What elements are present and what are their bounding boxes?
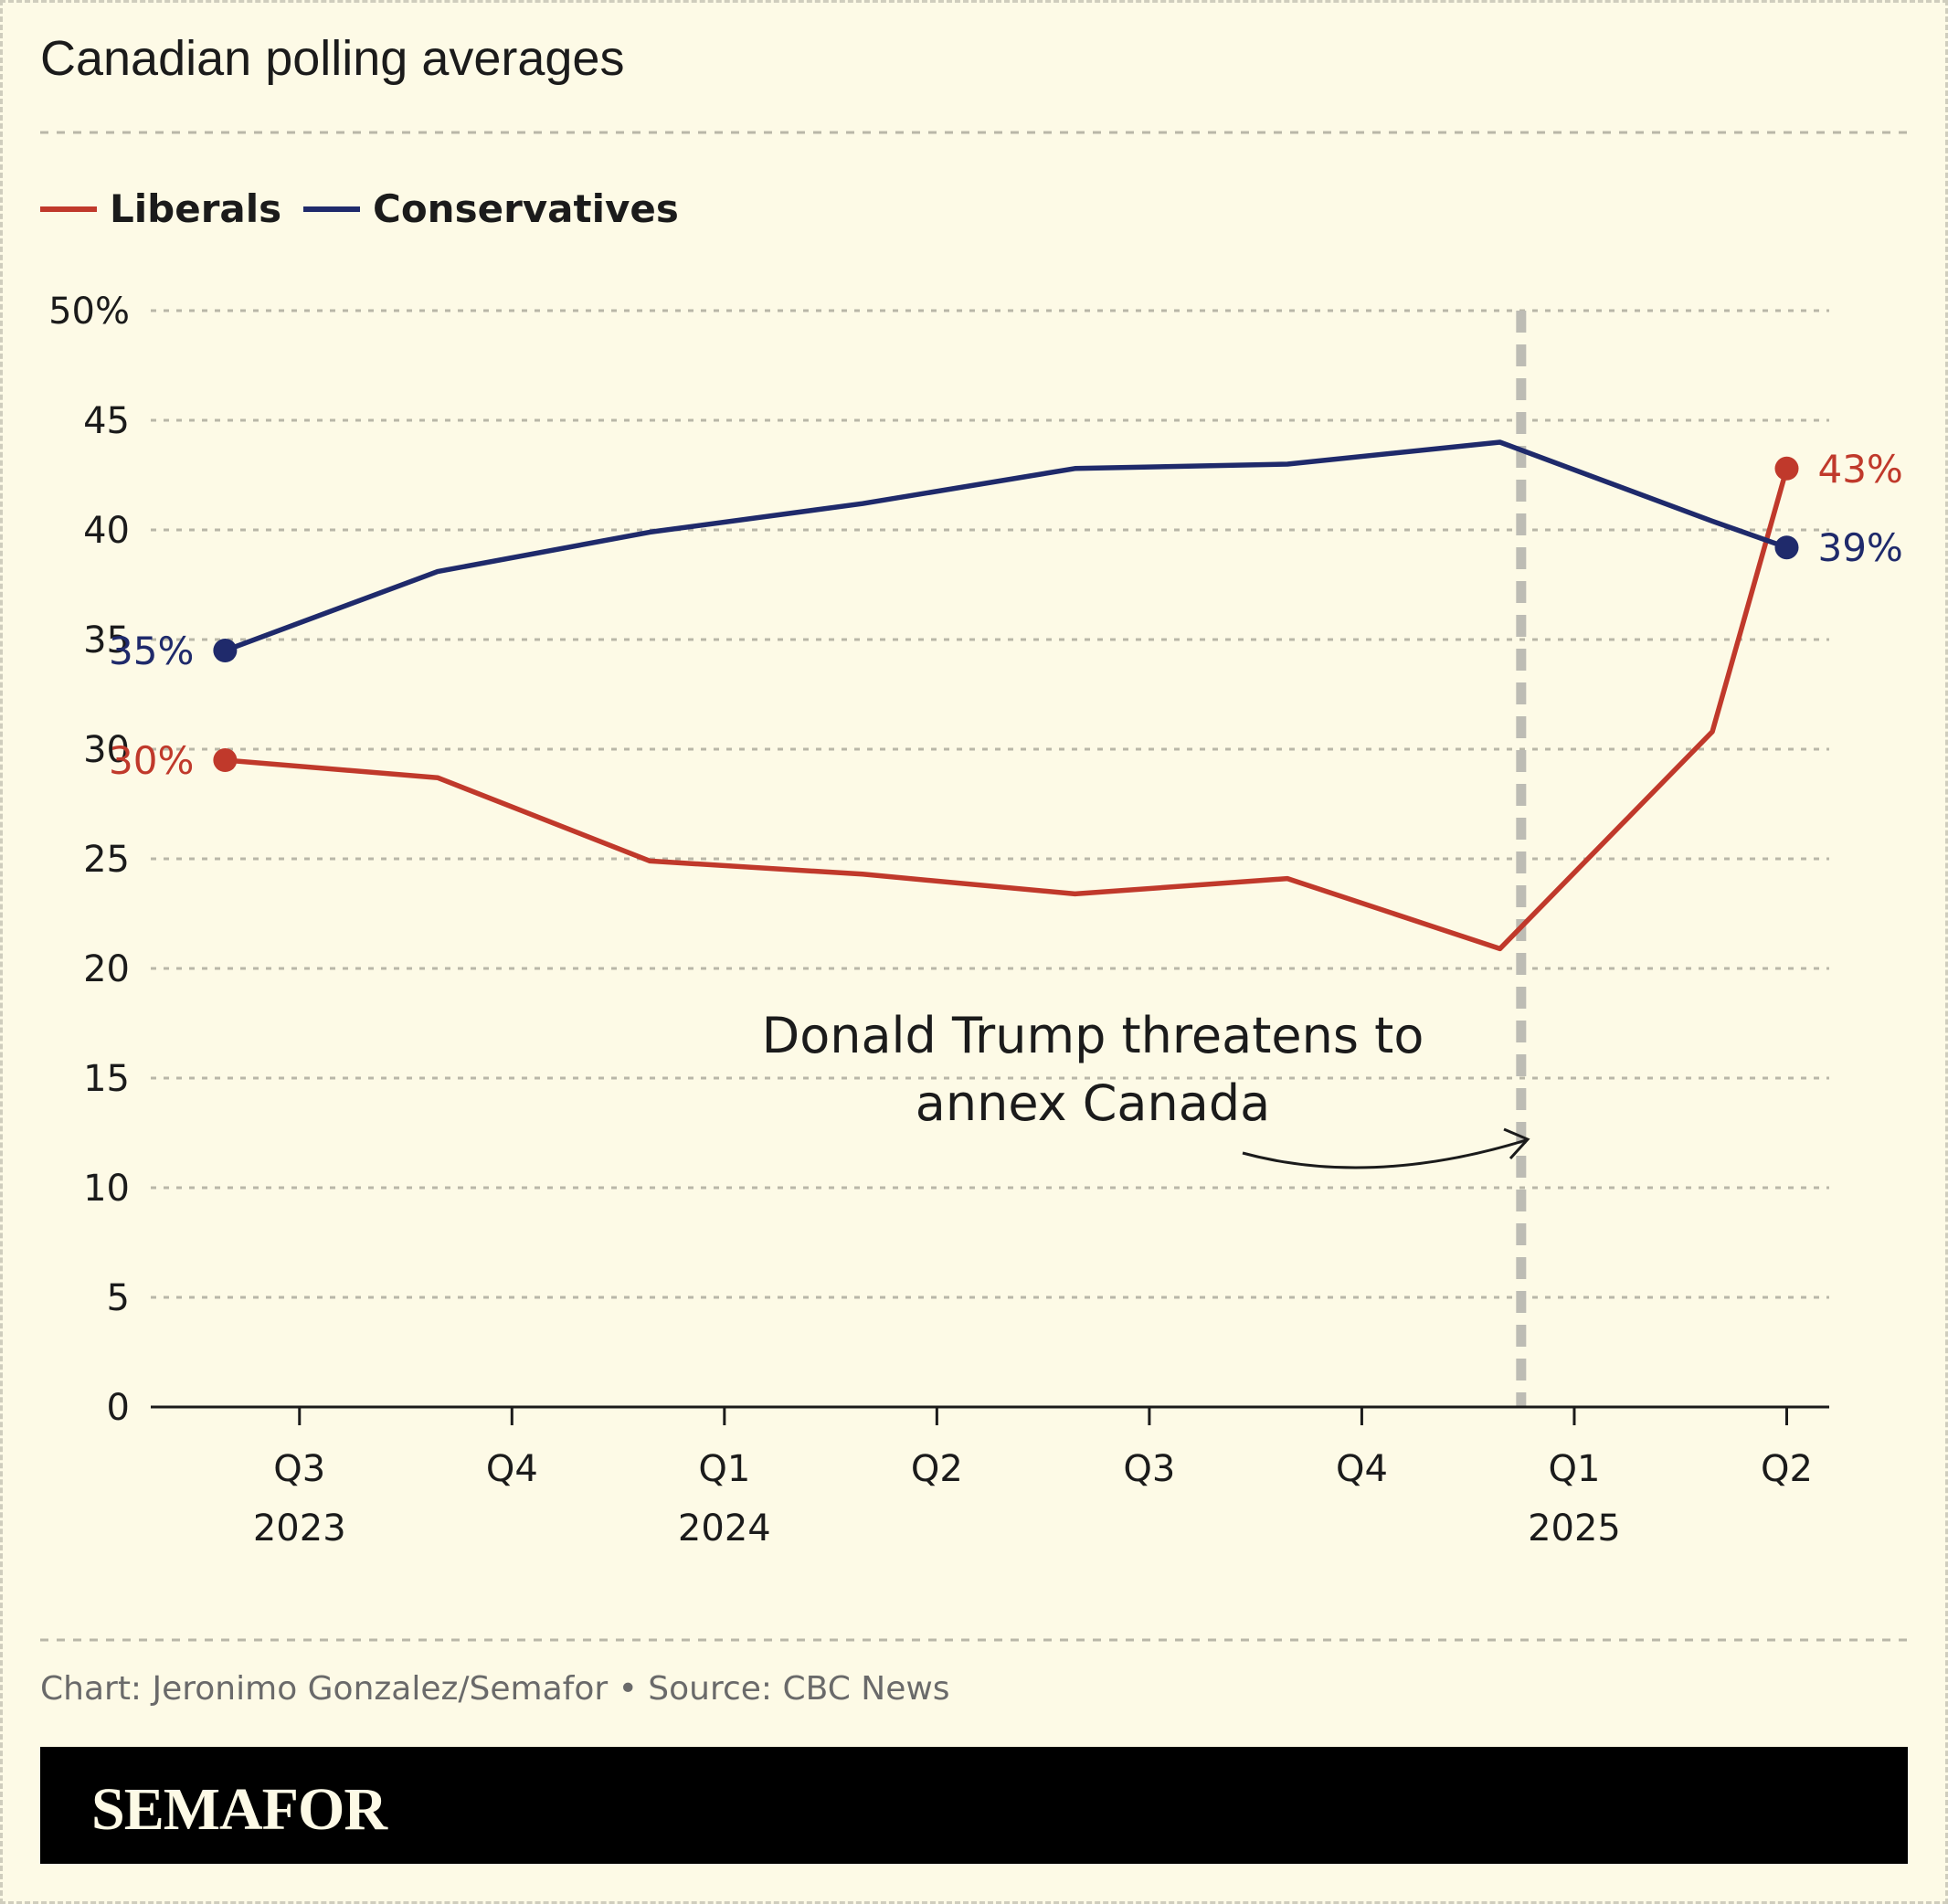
x-tick-label: Q1 (1548, 1448, 1600, 1490)
y-tick-label: 50% (48, 291, 130, 333)
y-tick-label: 10 (83, 1168, 130, 1210)
x-tick-label: Q1 (698, 1448, 750, 1490)
start-point-conservatives (213, 639, 238, 662)
x-tick-year: 2023 (253, 1507, 346, 1550)
x-tick-year: 2025 (1528, 1507, 1621, 1550)
y-tick-label: 25 (83, 839, 130, 881)
series-line-liberals (222, 466, 1790, 952)
gridlines (151, 309, 1829, 1299)
end-point-conservatives (1774, 535, 1799, 560)
x-tick-label: Q3 (1123, 1448, 1175, 1490)
end-label-liberals: 43% (1817, 447, 1902, 492)
y-tick-label: 30 (83, 729, 130, 771)
annotation-arrowhead (1503, 1127, 1530, 1160)
start-point-liberals (213, 748, 238, 772)
annotation-line-2: annex Canada (916, 1074, 1270, 1132)
legend: Liberals Conservatives (40, 186, 679, 231)
end-point-liberals (1774, 456, 1799, 481)
x-tick-label: Q2 (911, 1448, 963, 1490)
series-lines: 30% 43% 35% 39% (109, 439, 1903, 952)
y-tick-label: 5 (107, 1277, 130, 1319)
x-tick-label: Q4 (486, 1448, 538, 1490)
y-tick-label: 15 (83, 1058, 130, 1100)
end-label-conservatives: 39% (1817, 525, 1902, 570)
chart-title: Canadian polling averages (40, 31, 624, 86)
annotation-line-1: Donald Trump threatens to (762, 1007, 1424, 1064)
x-tick-year: 2024 (678, 1507, 771, 1550)
brand-bar (40, 1747, 1908, 1864)
x-tick-label: Q2 (1761, 1448, 1813, 1490)
legend-label-liberals: Liberals (110, 186, 281, 231)
series-line-conservatives (222, 439, 1790, 653)
legend-label-conservatives: Conservatives (373, 186, 679, 231)
footer-credit: Chart: Jeronimo Gonzalez/Semafor • Sourc… (40, 1670, 950, 1708)
y-tick-label: 40 (83, 510, 130, 552)
start-label-liberals: 30% (109, 738, 194, 783)
annotation-arrow (1242, 1138, 1527, 1169)
y-tick-label: 45 (83, 400, 130, 442)
x-axis: Q3 2023 Q4 Q1 2024 Q2 Q3 Q4 Q1 2025 Q2 (151, 1405, 1829, 1550)
y-tick-label: 35 (83, 619, 130, 661)
start-label-conservatives: 35% (109, 629, 194, 673)
y-tick-label: 20 (83, 948, 130, 990)
x-tick-label: Q4 (1336, 1448, 1388, 1490)
y-axis-ticks: 0 5 10 15 20 25 30 35 40 45 50% (48, 291, 130, 1429)
brand-logo: SEMAFOR (91, 1776, 388, 1843)
y-tick-label: 0 (107, 1387, 130, 1429)
x-tick-label: Q3 (273, 1448, 325, 1490)
annotation: Donald Trump threatens to annex Canada (762, 1007, 1530, 1169)
